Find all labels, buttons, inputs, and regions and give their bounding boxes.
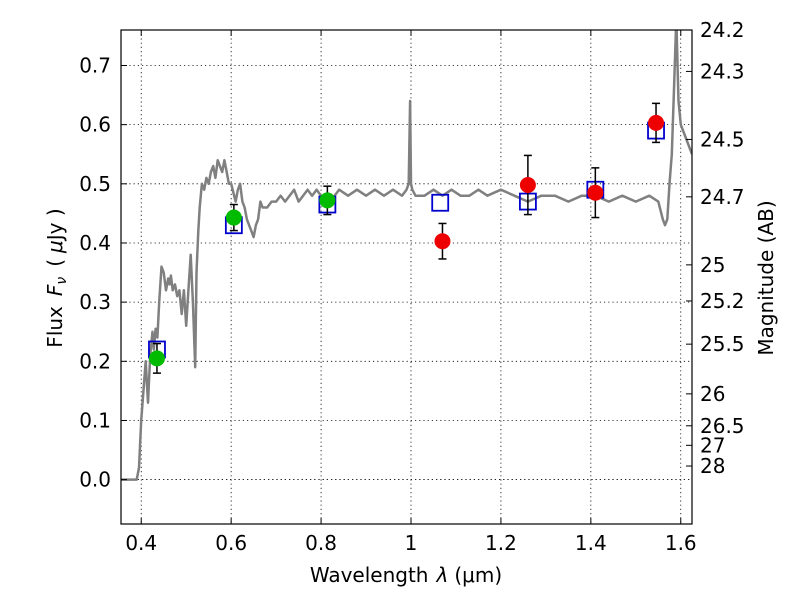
magnitude-tick-label: 26.5	[700, 414, 745, 438]
magnitude-tick-label: 25.2	[700, 289, 745, 313]
y-tick-label: 0.3	[79, 290, 111, 314]
y-tick-label: 0.7	[79, 53, 111, 77]
magnitude-tick-label: 28	[700, 454, 725, 478]
photometry-point	[148, 350, 165, 367]
x-tick-label: 0.6	[215, 531, 247, 555]
photometry-points-layer	[148, 114, 665, 367]
x-tick-label: 0.8	[305, 531, 337, 555]
y-tick-label: 0.2	[79, 349, 111, 373]
x-axis-label: Wavelength λ (μm)	[310, 563, 502, 587]
magnitude-tick-label: 24.7	[700, 185, 745, 209]
x-tick-label: 0.4	[125, 531, 157, 555]
photometry-point	[648, 114, 665, 131]
x-tick-label: 1.6	[665, 531, 697, 555]
magnitude-tick-label: 25	[700, 253, 725, 277]
x-axis-ticks: 0.4 0.6 0.8 1 1.2 1.4 1.6	[125, 30, 697, 555]
y-tick-label: 0.1	[79, 408, 111, 432]
x-tick-label: 1	[405, 531, 418, 555]
y-tick-label: 0.6	[79, 113, 111, 137]
magnitude-tick-label: 25.5	[700, 332, 745, 356]
plot-frame	[120, 29, 693, 525]
magnitude-tick-label: 24.3	[700, 59, 745, 83]
template-spectrum-layer	[121, 30, 692, 481]
model-flux-square	[431, 193, 450, 212]
photometry-point	[587, 184, 604, 201]
photometry-point	[225, 209, 242, 226]
magnitude-tick-label: 26	[700, 382, 725, 406]
x-tick-label: 1.2	[485, 531, 517, 555]
errorbar-layer	[152, 102, 661, 374]
y-tick-label: 0.0	[79, 468, 111, 492]
photometry-point	[519, 177, 536, 194]
magnitude-tick-label: 27	[700, 433, 725, 457]
photometry-point	[319, 192, 336, 209]
y-tick-label: 0.5	[79, 172, 111, 196]
y-axis-label: FluxFν(μJy )	[43, 208, 70, 347]
magnitude-tick-label: 24.5	[700, 127, 745, 151]
photometry-point	[434, 233, 451, 250]
y-tick-label: 0.4	[79, 231, 111, 255]
y-axis-ticks: 0.0 0.1 0.2 0.3 0.4 0.5 0.6 0.7	[79, 53, 127, 492]
grid-lines	[121, 30, 692, 524]
template-spectrum-line	[121, 30, 692, 481]
magnitude-tick-label: 24.2	[700, 18, 745, 42]
magnitude-axis-label: Magnitude (AB)	[754, 200, 778, 355]
x-tick-label: 1.4	[575, 531, 607, 555]
model-flux-layer	[148, 121, 665, 359]
